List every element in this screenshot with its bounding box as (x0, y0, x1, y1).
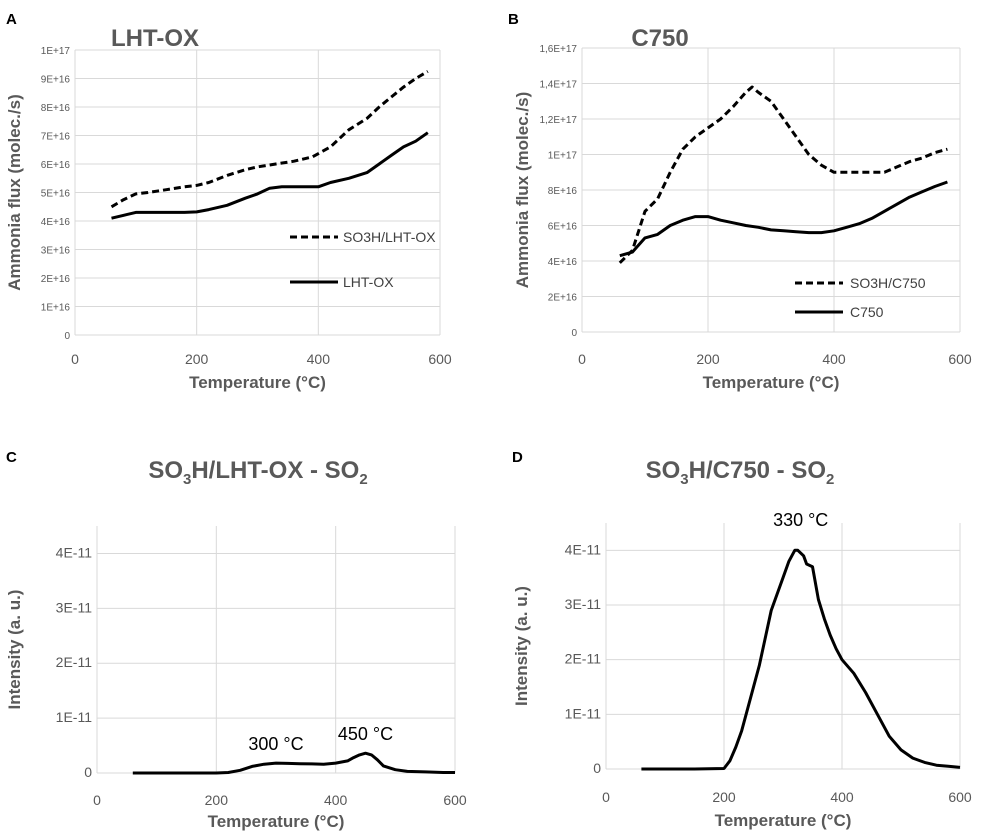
y-axis-label: Ammonia flux (molec./s) (513, 92, 532, 288)
x-tick-label: 0 (71, 351, 79, 367)
x-axis-label: Temperature (°C) (703, 373, 840, 392)
y-tick-label: 1E+16 (41, 303, 71, 314)
chart-panel-a: A LHT-OX 0 1E+16 2E+16 3E+16 4E+16 5E+16 6E+16 7E… (5, 11, 452, 392)
legend-entry: SO3H/LHT-OX (343, 229, 436, 245)
x-axis-label: Temperature (°C) (189, 373, 326, 392)
x-axis-label: Temperature (°C) (715, 811, 852, 830)
y-tick-label: 0 (571, 328, 577, 339)
x-tick-label: 0 (578, 351, 586, 367)
y-tick-label: 2E-11 (565, 651, 602, 667)
y-tick-label: 4E+16 (548, 257, 578, 268)
y-tick-label: 3E-11 (565, 596, 602, 612)
peak-annotation: 450 °C (338, 724, 393, 744)
x-tick-label: 0 (602, 789, 610, 805)
chart-title: SO3H/C750 - SO2 (646, 457, 835, 488)
y-tick-label: 1E-11 (565, 705, 602, 721)
y-tick-label: 1E-11 (56, 709, 93, 725)
legend-entry: LHT-OX (343, 274, 394, 290)
y-tick-label: 1E+17 (548, 151, 578, 162)
series-line-so2 (132, 751, 455, 775)
x-tick-label: 200 (205, 792, 229, 808)
y-tick-label: 4E+16 (41, 217, 71, 228)
y-tick-label: 2E-11 (56, 654, 93, 670)
series-line-so2 (641, 548, 961, 771)
y-tick-label: 2E+16 (41, 274, 71, 285)
y-tick-label: 2E+16 (548, 293, 578, 304)
panel-letter: A (6, 11, 17, 28)
y-axis-label: Ammonia flux (molec./s) (5, 94, 24, 290)
series-line-c750 (619, 180, 948, 258)
y-tick-label: 9E+16 (41, 75, 71, 86)
y-tick-label: 1E+17 (41, 46, 71, 57)
x-tick-label: 400 (830, 789, 854, 805)
x-tick-label: 400 (822, 351, 846, 367)
x-tick-label: 400 (324, 792, 348, 808)
y-axis-label: Intensity (a. u.) (512, 586, 531, 706)
chart-panel-d: D SO3H/C750 - SO2 0 1E-11 2E-11 3E-11 4E-11 0 20… (512, 449, 972, 830)
y-tick-label: 0 (84, 764, 92, 780)
series-line-so3h-c750 (618, 85, 948, 264)
y-tick-label: 1,2E+17 (539, 115, 577, 126)
y-tick-label: 1,4E+17 (539, 80, 577, 91)
y-tick-label: 4E-11 (565, 541, 602, 557)
y-tick-label: 5E+16 (41, 189, 71, 200)
x-tick-label: 0 (93, 792, 101, 808)
y-tick-label: 1,6E+17 (539, 44, 577, 55)
series-line-so3h-lht-ox (110, 70, 429, 209)
y-tick-label: 8E+16 (548, 186, 578, 197)
chart-panel-b: B C750 0 2E+16 4E+16 6E+16 8E+16 1E+17 1,2E+17 1,… (508, 11, 972, 392)
panel-letter: C (6, 449, 17, 466)
x-tick-label: 200 (712, 789, 736, 805)
y-tick-label: 7E+16 (41, 132, 71, 143)
y-tick-label: 6E+16 (41, 160, 71, 171)
panel-letter: D (512, 449, 523, 466)
x-axis-label: Temperature (°C) (208, 812, 345, 831)
y-tick-label: 4E-11 (56, 544, 93, 560)
series-line-lht-ox (111, 131, 429, 220)
y-tick-label: 8E+16 (41, 103, 71, 114)
x-tick-label: 200 (185, 351, 209, 367)
x-tick-label: 200 (696, 351, 720, 367)
x-tick-label: 600 (948, 351, 972, 367)
y-tick-label: 0 (593, 760, 601, 776)
y-tick-label: 3E+16 (41, 246, 71, 257)
peak-annotation: 330 °C (773, 510, 828, 530)
y-axis-label: Intensity (a. u.) (5, 590, 24, 710)
x-tick-label: 600 (948, 789, 972, 805)
peak-annotation: 300 °C (248, 734, 303, 754)
y-tick-label: 6E+16 (548, 222, 578, 233)
panel-letter: B (508, 11, 519, 28)
y-tick-label: 3E-11 (56, 599, 93, 615)
chart-panel-c: C SO3H/LHT-OX - SO2 0 1E-11 2E-11 3E-11 4E-11 0… (5, 449, 467, 831)
y-tick-label: 0 (64, 331, 70, 342)
chart-title: SO3H/LHT-OX - SO2 (148, 457, 367, 488)
chart-title: LHT-OX (111, 25, 199, 52)
x-tick-label: 400 (307, 351, 331, 367)
x-tick-label: 600 (428, 351, 452, 367)
x-tick-label: 600 (443, 792, 467, 808)
legend-entry: C750 (850, 304, 884, 320)
legend-entry: SO3H/C750 (850, 275, 926, 291)
